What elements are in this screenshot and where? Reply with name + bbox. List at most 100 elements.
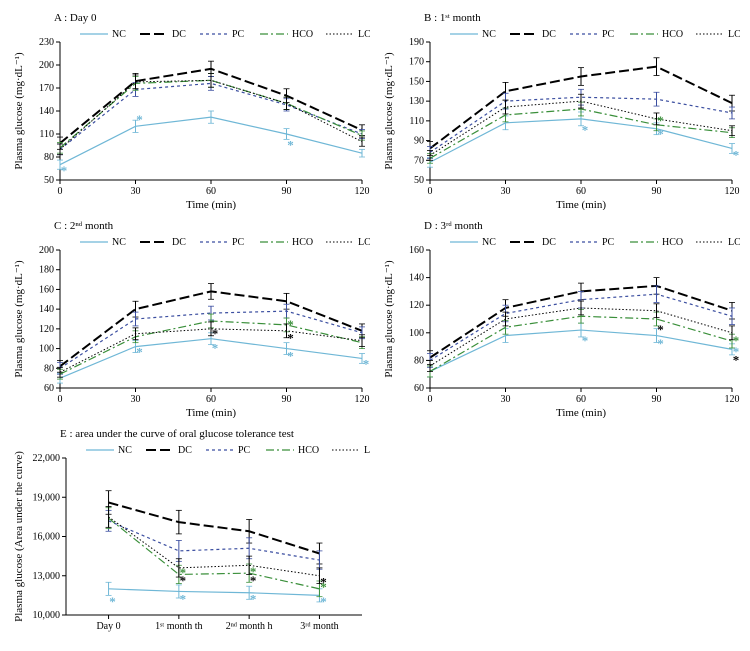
y-tick-label: 120	[39, 324, 54, 335]
y-tick-label: 170	[409, 57, 424, 68]
sig-marker: *	[287, 348, 294, 363]
sig-marker: *	[212, 341, 219, 356]
y-tick-label: 120	[409, 300, 424, 311]
x-tick-label: 0	[58, 394, 63, 405]
legend-label-pc: PC	[602, 237, 615, 248]
sig-marker: *	[733, 352, 740, 367]
x-tick-label: Day 0	[96, 621, 120, 632]
x-axis-label: Time (min)	[186, 407, 236, 418]
y-tick-label: 160	[39, 284, 54, 295]
sig-marker: *	[180, 591, 187, 606]
panel-d: D : 3ʳᵈ monthNCDCPCHCOLCO608010012014016…	[380, 218, 740, 418]
x-tick-label: 30	[501, 186, 511, 197]
y-axis-label: Plasma glucose (mg·dL⁻¹)	[13, 260, 25, 378]
y-tick-label: 130	[409, 96, 424, 107]
y-axis-label: Plasma glucose (mg·dL⁻¹)	[13, 52, 25, 170]
y-tick-label: 230	[39, 37, 54, 48]
legend-label-hco: HCO	[662, 29, 683, 40]
legend-label-nc: NC	[112, 29, 126, 40]
sig-marker: *	[582, 333, 589, 348]
x-tick-label: 90	[282, 186, 292, 197]
legend-label-hco: HCO	[292, 29, 313, 40]
x-tick-label: 30	[131, 186, 141, 197]
y-axis-label: Plasma glucose (Area under the curve)	[13, 451, 25, 622]
panel-title: D : 3ʳᵈ month	[424, 220, 483, 232]
y-tick-label: 50	[414, 175, 424, 186]
x-tick-label: 90	[652, 186, 662, 197]
legend-label-dc: DC	[542, 237, 556, 248]
x-tick-label: 2ⁿᵈ month h	[226, 621, 273, 632]
y-tick-label: 16,000	[33, 532, 61, 543]
x-tick-label: 120	[355, 394, 370, 405]
y-tick-label: 80	[414, 355, 424, 366]
legend-label-lco: LCO	[728, 237, 740, 248]
x-axis-label: Time (min)	[556, 199, 606, 210]
y-tick-label: 60	[414, 383, 424, 394]
sig-marker: *	[212, 326, 219, 341]
x-tick-label: 90	[652, 394, 662, 405]
y-tick-label: 100	[39, 344, 54, 355]
figure-grid: A : Day 0 NC DC PC HCO LCO 50 80 110 140 170 200 230…	[10, 10, 740, 641]
legend-label-dc: DC	[172, 237, 186, 248]
legend-label-pc: PC	[232, 237, 245, 248]
y-tick-label: 13,000	[33, 571, 61, 582]
y-axis-label: Plasma glucose (mg·dL⁻¹)	[383, 52, 395, 170]
sig-marker: *	[250, 564, 257, 579]
sig-marker: *	[250, 591, 257, 606]
legend-label-lco: LCO	[728, 29, 740, 40]
x-tick-label: 30	[131, 394, 141, 405]
y-axis-label: Plasma glucose (mg·dL⁻¹)	[383, 260, 395, 378]
y-tick-label: 110	[39, 129, 54, 140]
sig-marker: *	[657, 127, 664, 142]
x-tick-label: 0	[428, 186, 433, 197]
y-tick-label: 140	[39, 106, 54, 117]
legend-label-lco: LCO	[364, 445, 370, 456]
legend-label-hco: HCO	[662, 237, 683, 248]
y-tick-label: 50	[44, 175, 54, 186]
panel-title: A : Day 0	[54, 12, 97, 24]
x-tick-label: 120	[725, 186, 740, 197]
x-tick-label: 60	[206, 394, 216, 405]
x-tick-label: 90	[282, 394, 292, 405]
sig-marker: *	[582, 123, 589, 138]
y-tick-label: 10,000	[33, 610, 61, 621]
sig-marker: *	[287, 317, 294, 332]
panel-title: E : area under the curve of oral glucose…	[60, 428, 294, 440]
y-tick-label: 180	[39, 265, 54, 276]
y-tick-label: 80	[44, 363, 54, 374]
panel-c: C : 2ⁿᵈ monthNCDCPCHCOLCO608010012014016…	[10, 218, 370, 418]
sig-marker: *	[320, 574, 327, 589]
y-tick-label: 19,000	[33, 492, 61, 503]
legend-label-hco: HCO	[292, 237, 313, 248]
legend-label-dc: DC	[172, 29, 186, 40]
sig-marker: *	[363, 356, 370, 371]
x-tick-label: 60	[206, 186, 216, 197]
series-line-nc	[60, 117, 362, 165]
series-line-dc	[109, 502, 320, 553]
panel-e: E : area under the curve of oral glucose…	[10, 426, 370, 641]
sig-marker: *	[657, 336, 664, 351]
y-tick-label: 150	[409, 76, 424, 87]
x-axis-label: Time (min)	[186, 199, 236, 210]
legend-label-pc: PC	[232, 29, 245, 40]
sig-marker: *	[136, 345, 143, 360]
x-tick-label: 0	[58, 186, 63, 197]
x-axis-label: Time (min)	[556, 407, 606, 418]
sig-marker: *	[657, 322, 664, 337]
y-tick-label: 170	[39, 83, 54, 94]
y-tick-label: 200	[39, 60, 54, 71]
y-tick-label: 110	[409, 116, 424, 127]
y-tick-label: 22,000	[33, 453, 61, 464]
legend-label-nc: NC	[482, 237, 496, 248]
y-tick-label: 100	[409, 328, 424, 339]
legend-label-lco: LCO	[358, 237, 370, 248]
legend-label-dc: DC	[178, 445, 192, 456]
legend-label-nc: NC	[482, 29, 496, 40]
y-tick-label: 190	[409, 37, 424, 48]
sig-marker: *	[320, 594, 327, 609]
y-tick-label: 90	[414, 136, 424, 147]
x-tick-label: 1ˢᵗ month th	[155, 621, 202, 632]
y-tick-label: 140	[409, 273, 424, 284]
legend-label-nc: NC	[118, 445, 132, 456]
y-tick-label: 200	[39, 245, 54, 256]
